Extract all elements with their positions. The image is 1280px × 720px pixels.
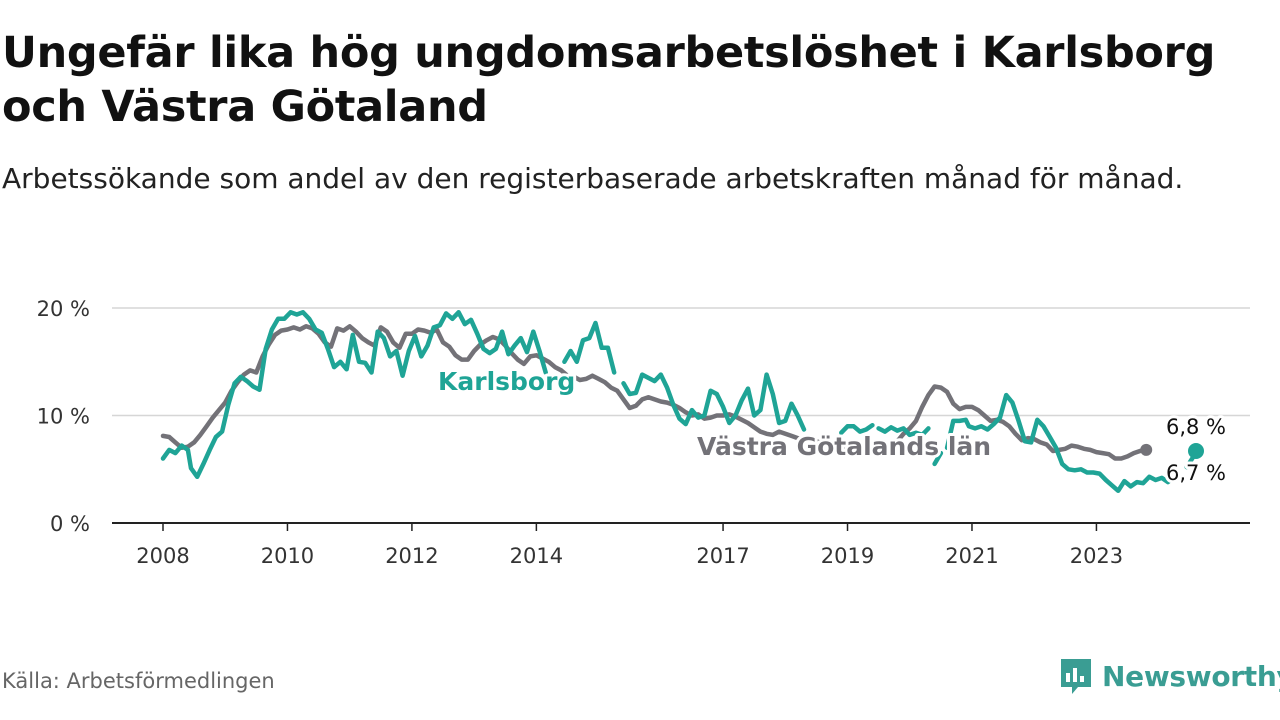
series-line-karlsborg bbox=[932, 450, 944, 467]
newsworthy-logo-icon bbox=[1061, 659, 1091, 694]
x-tick-label: 2008 bbox=[136, 544, 189, 568]
line-chart: 0 % 10 % 20 % 2008 2010 2012 2014 2017 2019 2021… bbox=[37, 297, 1250, 568]
end-marker-vastra-gotaland bbox=[1140, 443, 1153, 456]
y-tick-label: 0 % bbox=[50, 512, 90, 536]
series-line-karlsborg bbox=[160, 310, 548, 480]
series-line-karlsborg bbox=[621, 372, 807, 432]
y-tick-label: 10 % bbox=[37, 405, 90, 429]
newsworthy-wordmark: Newsworthy bbox=[1102, 659, 1280, 693]
end-value-vastra-gotaland-halo: 6,8 % bbox=[1166, 415, 1226, 439]
x-tick-label: 2021 bbox=[945, 544, 998, 568]
grid-lines: 0 % 10 % 20 % bbox=[37, 297, 1250, 536]
series-label-vastra-gotaland: Västra Götalands län bbox=[697, 432, 991, 461]
chart-subtitle: Arbetssökande som andel av den registerb… bbox=[2, 162, 1184, 195]
source-note: Källa: Arbetsförmedlingen bbox=[2, 669, 275, 693]
series-lines bbox=[160, 310, 1204, 494]
x-tick-label: 2017 bbox=[696, 544, 749, 568]
series-line-karlsborg bbox=[562, 320, 617, 375]
y-tick-label: 20 % bbox=[37, 297, 90, 321]
x-tick-label: 2010 bbox=[261, 544, 314, 568]
series-line-karlsborg bbox=[944, 392, 1183, 494]
end-value-karlsborg: 6,7 % bbox=[1166, 461, 1226, 485]
series-label-karlsborg: Karlsborg bbox=[438, 367, 575, 396]
x-axis: 2008 2010 2012 2014 2017 2019 2021 2023 bbox=[112, 522, 1250, 568]
chart-title: Ungefär lika hög ungdomsarbetslöshet i K… bbox=[2, 28, 1216, 132]
series-label-vastra-gotaland-halo: Västra Götalands län bbox=[697, 432, 991, 461]
series-line-karlsborg bbox=[839, 422, 875, 435]
series-line-vastra-gotaland bbox=[160, 324, 1149, 461]
end-marker-karlsborg bbox=[1188, 442, 1204, 459]
x-tick-label: 2019 bbox=[821, 544, 874, 568]
end-value-karlsborg-halo: 6,7 % bbox=[1166, 461, 1226, 485]
x-tick-label: 2023 bbox=[1070, 544, 1123, 568]
newsworthy-logo[interactable]: Newsworthy bbox=[1058, 654, 1280, 698]
series-label-karlsborg-halo: Karlsborg bbox=[438, 367, 575, 396]
end-value-vastra-gotaland: 6,8 % bbox=[1166, 415, 1226, 439]
x-tick-label: 2014 bbox=[510, 544, 563, 568]
series-line-karlsborg bbox=[876, 425, 931, 438]
x-tick-label: 2012 bbox=[385, 544, 438, 568]
